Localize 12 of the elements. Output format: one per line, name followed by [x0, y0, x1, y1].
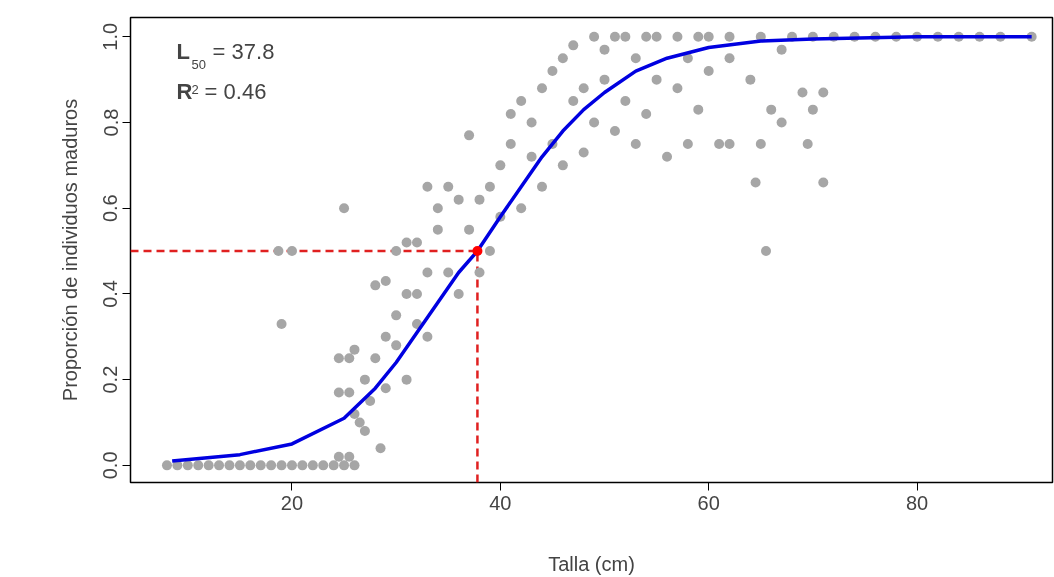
y-tick-label: 1.0 — [99, 22, 122, 51]
y-axis-title: Proporción de individuos maduros — [58, 98, 81, 402]
x-tick-label: 20 — [280, 491, 304, 514]
y-tick-label: 0.2 — [99, 365, 122, 394]
x-axis-title: Talla (cm) — [548, 552, 635, 575]
x-tick-label: 40 — [489, 491, 512, 514]
y-tick-label: 0.6 — [99, 194, 122, 223]
y-tick-label: 0.0 — [99, 451, 122, 480]
y-tick-label: 0.8 — [99, 108, 122, 137]
x-tick-label: 80 — [905, 491, 929, 514]
y-tick-label: 0.4 — [99, 280, 122, 308]
x-tick-label: 60 — [697, 491, 720, 514]
